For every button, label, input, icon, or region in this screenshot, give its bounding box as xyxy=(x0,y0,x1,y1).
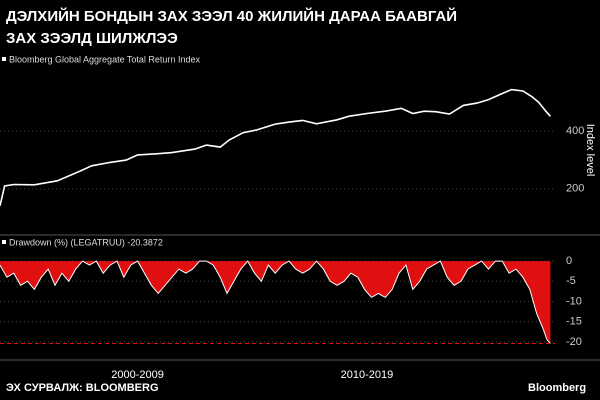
area-edge xyxy=(0,260,551,344)
y-tick-label: -20 xyxy=(566,336,582,348)
source: ЭХ СУРВАЛЖ: BLOOMBERG xyxy=(6,382,159,394)
y-tick-label: -10 xyxy=(566,295,582,307)
y-tick-label: 200 xyxy=(566,183,584,195)
y-tick-label: 400 xyxy=(566,125,584,137)
panel-title: Bloomberg Global Aggregate Total Return … xyxy=(9,54,200,64)
y-tick-label: -15 xyxy=(566,316,582,328)
title-line: ДЭЛХИЙН БОНДЫН ЗАХ ЗЭЭЛ 40 ЖИЛИЙН ДАРАА … xyxy=(6,7,457,25)
area xyxy=(0,261,551,344)
panel-title: Drawdown (%) (LEGATRUU) -20.3872 xyxy=(9,237,163,247)
y-tick-label: -5 xyxy=(566,275,576,287)
x-tick-label: 2010-2019 xyxy=(341,369,394,381)
title-line: ЗАХ ЗЭЭЛД ШИЛЖЛЭЭ xyxy=(6,30,178,47)
legend-square xyxy=(2,57,6,61)
y-axis-label: Index level xyxy=(584,124,596,177)
brand: Bloomberg xyxy=(528,382,586,394)
x-tick-label: 2000-2009 xyxy=(111,369,164,381)
line xyxy=(0,88,551,206)
legend-square xyxy=(2,240,6,244)
y-tick-label: 0 xyxy=(566,255,572,267)
